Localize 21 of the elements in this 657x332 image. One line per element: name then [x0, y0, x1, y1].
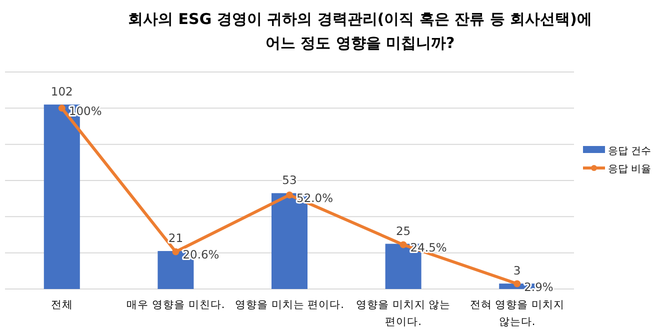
data-label: 102	[50, 84, 73, 99]
legend-item: 응답 건수	[583, 146, 652, 157]
data-label: 21	[168, 231, 184, 246]
legend-item: 응답 비율	[583, 164, 652, 175]
xtick: 전혀 영향을 미치지 않는다.	[470, 299, 564, 328]
xtick: 매우 영향을 미친다.	[126, 299, 225, 311]
point	[58, 104, 66, 112]
legend-label: 응답 건수	[608, 146, 652, 157]
point	[400, 241, 407, 248]
point	[514, 280, 521, 288]
data-label: 2.9%	[524, 280, 554, 294]
title: 회사의 ESG 경영이 귀하의 경력관리(이직 혹은 잔류 등 회사선택)에 어느 정도 영향을 미칩니까?	[128, 10, 592, 52]
xtick: 영향을 미치지 않는 편이다.	[356, 299, 451, 328]
xtick: 영향을 미치는 편이다.	[235, 299, 344, 311]
data-label: 25	[396, 224, 411, 238]
data-label: 53	[282, 173, 297, 188]
data-label: 3	[513, 264, 521, 278]
point	[172, 248, 180, 256]
point	[286, 191, 293, 198]
xtick: 전체	[50, 299, 73, 311]
legend-label: 응답 비율	[608, 164, 652, 175]
